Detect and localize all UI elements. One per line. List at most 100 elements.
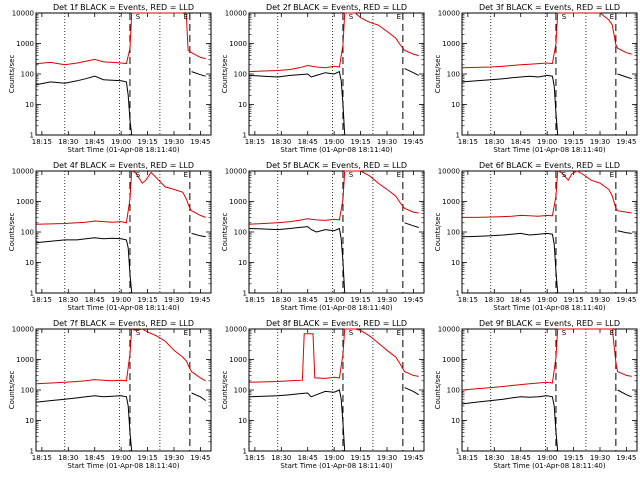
end-marker-label: E: [184, 13, 188, 21]
lld-series-line: [36, 12, 206, 66]
y-tick-label: 100: [447, 387, 460, 395]
y-tick-label: 1000: [442, 198, 460, 206]
end-marker-label: E: [397, 171, 401, 179]
y-tick-label: 100: [234, 387, 247, 395]
y-tick-label: 10000: [12, 10, 34, 18]
end-marker-label: E: [610, 13, 614, 21]
x-tick-label: 18:15: [245, 296, 265, 304]
y-axis-label: Counts/sec: [434, 213, 442, 252]
x-tick-label: 19:30: [377, 138, 397, 146]
x-tick-label: 18:30: [271, 296, 291, 304]
x-tick-label: 19:15: [563, 138, 583, 146]
chart-panel-1: Det 1f BLACK = Events, RED = LLD 18:15 18:…: [8, 3, 212, 154]
start-marker-label: S: [136, 171, 141, 179]
panel-title: Det 4f BLACK = Events, RED = LLD: [53, 161, 194, 170]
y-tick-label: 10000: [225, 326, 247, 334]
x-tick-label: 18:30: [484, 296, 504, 304]
x-tick-label: 19:15: [563, 296, 583, 304]
y-tick-label: 10: [25, 101, 34, 109]
x-tick-label: 19:30: [164, 296, 184, 304]
x-tick-label: 19:15: [350, 454, 370, 462]
x-tick-label: 18:30: [271, 138, 291, 146]
x-axis-label: Start Time (01-Apr-08 18:11:40): [67, 462, 179, 470]
x-tick-label: 18:45: [85, 454, 105, 462]
x-tick-label: 18:15: [32, 296, 52, 304]
y-axis-label: Counts/sec: [8, 213, 16, 252]
y-axis-label: Counts/sec: [8, 371, 16, 410]
x-axis-label: Start Time (01-Apr-08 18:11:40): [280, 146, 392, 154]
x-tick-label: 18:15: [32, 454, 52, 462]
plot-frame: [35, 170, 212, 294]
x-tick-label: 18:30: [484, 138, 504, 146]
y-tick-label: 1000: [16, 356, 34, 364]
x-tick-label: 19:15: [137, 454, 157, 462]
lld-series-line: [249, 328, 419, 383]
events-series-line: [249, 222, 419, 294]
y-tick-label: 1: [456, 132, 460, 140]
x-tick-label: 19:15: [350, 138, 370, 146]
y-axis-label: Counts/sec: [434, 371, 442, 410]
x-tick-label: 18:30: [484, 454, 504, 462]
y-tick-label: 1: [30, 448, 34, 456]
x-tick-label: 19:45: [403, 138, 423, 146]
y-tick-label: 10000: [225, 168, 247, 176]
x-axis-label: Start Time (01-Apr-08 18:11:40): [280, 462, 392, 470]
events-series-line: [36, 71, 206, 136]
y-tick-label: 1000: [442, 356, 460, 364]
x-tick-label: 19:00: [537, 138, 557, 146]
events-series-line: [462, 389, 632, 452]
start-marker-label: S: [136, 13, 141, 21]
x-tick-label: 19:30: [377, 454, 397, 462]
x-tick-label: 18:45: [298, 138, 318, 146]
y-tick-label: 10000: [438, 10, 460, 18]
y-tick-label: 1: [243, 132, 247, 140]
x-tick-label: 19:30: [590, 296, 610, 304]
panel-title: Det 2f BLACK = Events, RED = LLD: [266, 3, 407, 12]
x-tick-label: 18:45: [511, 296, 531, 304]
x-tick-label: 18:15: [245, 454, 265, 462]
chart-panel-9: Det 9f BLACK = Events, RED = LLD 18:15 18:…: [434, 319, 638, 470]
start-marker-label: S: [136, 329, 141, 337]
x-tick-label: 18:45: [511, 454, 531, 462]
chart-panel-2: Det 2f BLACK = Events, RED = LLD 18:15 18:…: [221, 3, 425, 154]
x-tick-label: 18:45: [511, 138, 531, 146]
chart-panel-7: Det 7f BLACK = Events, RED = LLD 18:15 18:…: [8, 319, 212, 470]
y-tick-label: 100: [234, 71, 247, 79]
start-marker-label: S: [349, 171, 354, 179]
x-tick-label: 18:15: [458, 454, 478, 462]
x-tick-label: 19:30: [164, 454, 184, 462]
lld-series-line: [36, 328, 206, 385]
y-tick-label: 100: [234, 229, 247, 237]
y-axis-label: Counts/sec: [221, 371, 229, 410]
y-tick-label: 100: [447, 229, 460, 237]
y-tick-label: 1: [456, 448, 460, 456]
x-tick-label: 19:00: [537, 454, 557, 462]
panel-title: Det 5f BLACK = Events, RED = LLD: [266, 161, 407, 170]
x-tick-label: 19:30: [377, 296, 397, 304]
y-tick-label: 10: [25, 417, 34, 425]
x-tick-label: 19:00: [111, 296, 131, 304]
y-tick-label: 1: [243, 448, 247, 456]
events-series-line: [249, 68, 419, 136]
x-tick-label: 19:45: [190, 296, 210, 304]
x-tick-label: 19:45: [403, 454, 423, 462]
x-tick-label: 19:45: [616, 138, 636, 146]
y-tick-label: 1: [30, 132, 34, 140]
x-tick-label: 18:30: [58, 138, 78, 146]
panel-title: Det 7f BLACK = Events, RED = LLD: [53, 319, 194, 328]
x-tick-label: 19:45: [190, 138, 210, 146]
plot-frame: [461, 170, 638, 294]
x-tick-label: 18:45: [298, 296, 318, 304]
events-series-line: [36, 392, 206, 452]
y-tick-label: 1000: [229, 356, 247, 364]
y-tick-label: 10: [25, 259, 34, 267]
y-tick-label: 100: [21, 71, 34, 79]
x-tick-label: 18:45: [85, 138, 105, 146]
start-marker-label: S: [349, 13, 354, 21]
x-tick-label: 19:15: [563, 454, 583, 462]
end-marker-label: E: [610, 329, 614, 337]
x-tick-label: 19:15: [137, 138, 157, 146]
x-tick-label: 19:45: [616, 454, 636, 462]
y-tick-label: 10000: [438, 326, 460, 334]
